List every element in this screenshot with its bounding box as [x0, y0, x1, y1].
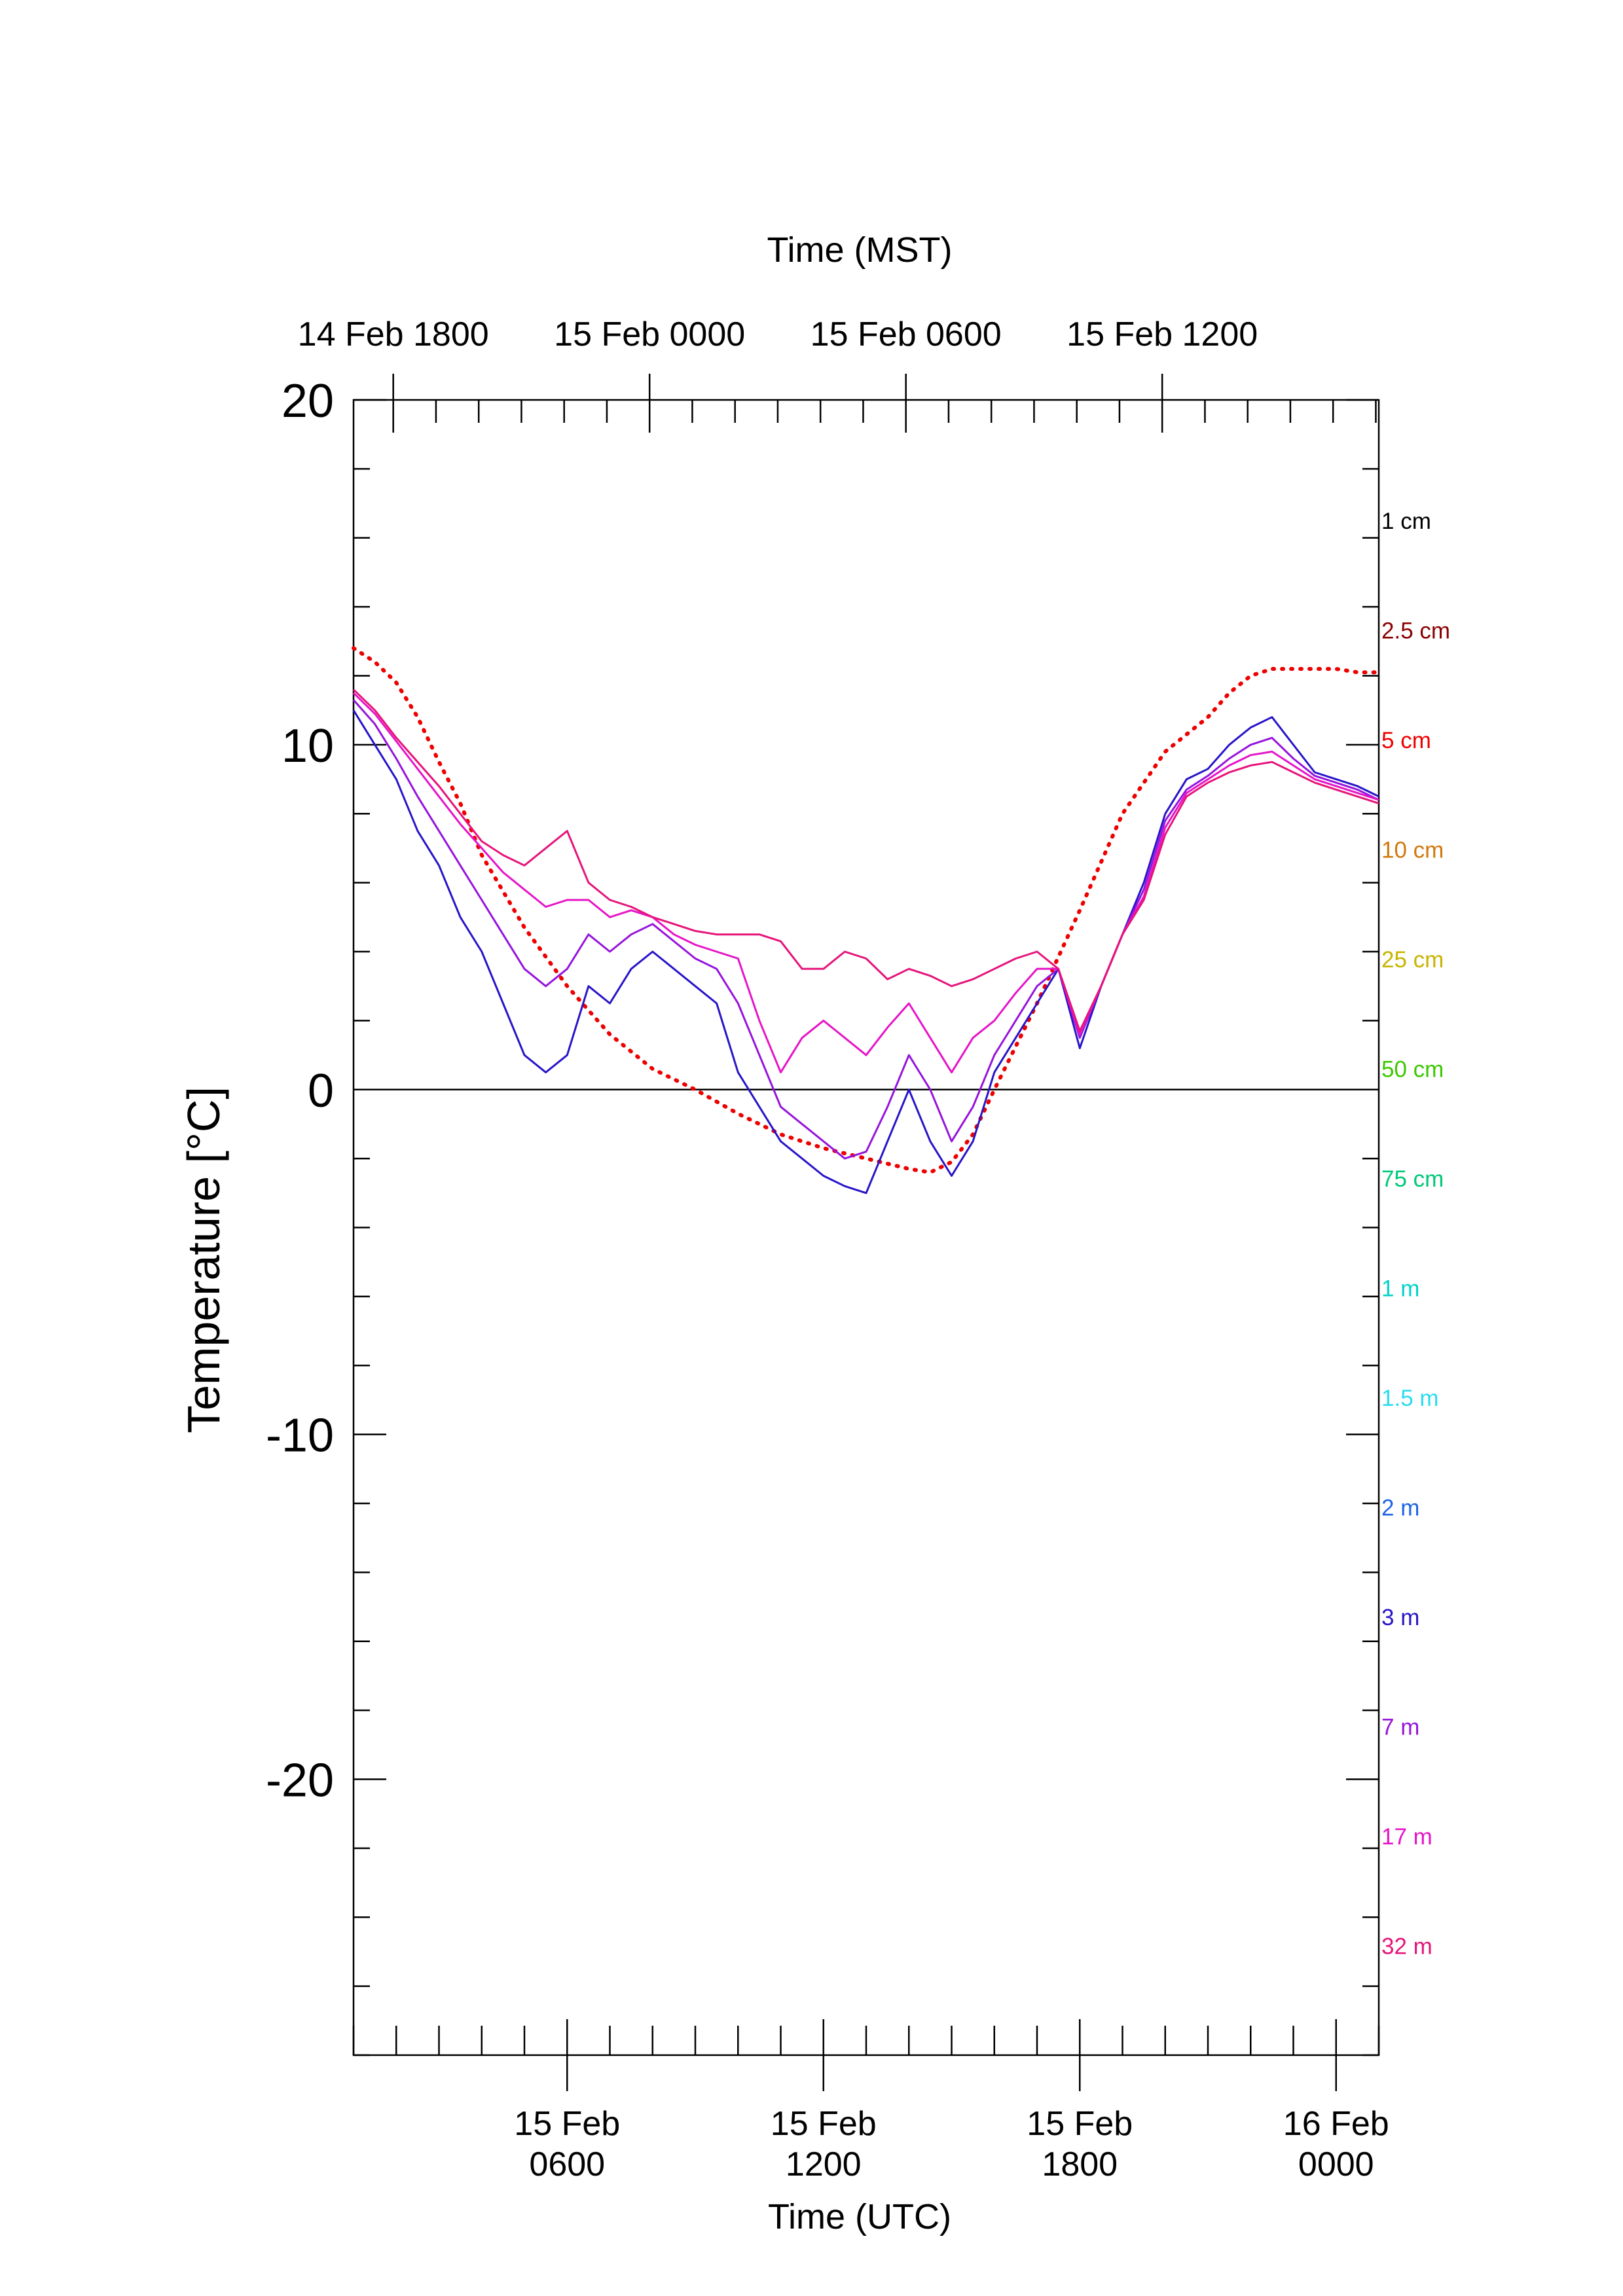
x-bottom-tick-label-time: 1800	[1042, 2145, 1118, 2183]
series-line-5-cm	[352, 646, 1381, 1175]
x-bottom-tick-label-time: 1200	[786, 2145, 862, 2183]
y-axis-title: Temperature [°C]	[178, 1086, 229, 1433]
legend-entry: 50 cm	[1381, 1057, 1444, 1083]
chart-axes-layer	[352, 374, 1380, 2091]
legend-entry: 7 m	[1381, 1715, 1419, 1740]
x-axis-title-bottom: Time (UTC)	[768, 2197, 951, 2236]
x-top-tick-label: 15 Feb 0000	[554, 315, 745, 353]
series-line-3-m	[352, 709, 1379, 1194]
legend-entry: 3 m	[1381, 1605, 1419, 1630]
series-line-17-m	[352, 692, 1379, 1073]
plot-frame	[352, 399, 1380, 2056]
x-top-tick-label: 15 Feb 1200	[1067, 315, 1258, 353]
x-bottom-tick-label-date: 16 Feb	[1283, 2105, 1389, 2143]
y-tick-label: -20	[266, 1755, 334, 1807]
x-bottom-tick-label-date: 15 Feb	[514, 2105, 620, 2143]
legend-entry: 2.5 cm	[1381, 619, 1450, 644]
x-bottom-tick-label-date: 15 Feb	[1027, 2105, 1133, 2143]
legend-entry: 1 cm	[1381, 509, 1431, 534]
legend-entry: 10 cm	[1381, 838, 1444, 863]
y-tick-label: 20	[282, 375, 334, 427]
legend-entry: 25 cm	[1381, 947, 1444, 973]
x-bottom-tick-label-time: 0600	[529, 2145, 605, 2183]
y-tick-label: -10	[266, 1410, 334, 1462]
legend-entry: 5 cm	[1381, 728, 1431, 753]
y-tick-label: 0	[308, 1065, 334, 1117]
series-line-7-m	[352, 699, 1379, 1160]
legend-entry: 32 m	[1381, 1934, 1432, 1960]
legend-entry: 1 m	[1381, 1276, 1419, 1302]
legend-entry: 1.5 m	[1381, 1386, 1439, 1411]
legend-entry: 17 m	[1381, 1824, 1432, 1850]
x-top-tick-label: 14 Feb 1800	[298, 315, 489, 353]
chart-series-layer	[352, 646, 1381, 1194]
x-axis-title-top: Time (MST)	[767, 230, 953, 270]
legend: 1 cm 2.5 cm 5 cm 10 cm 25 cm 50 cm 75 cm 1 m 1.5…	[1381, 509, 1450, 1960]
x-bottom-tick-label-date: 15 Feb	[771, 2105, 877, 2143]
y-tick-label: 10	[282, 720, 334, 772]
legend-entry: 75 cm	[1381, 1166, 1444, 1192]
x-top-tick-label: 15 Feb 0600	[811, 315, 1002, 353]
series-line-32-m	[352, 689, 1379, 1032]
legend-entry: 2 m	[1381, 1496, 1419, 1521]
x-bottom-tick-label-time: 0000	[1298, 2145, 1374, 2183]
